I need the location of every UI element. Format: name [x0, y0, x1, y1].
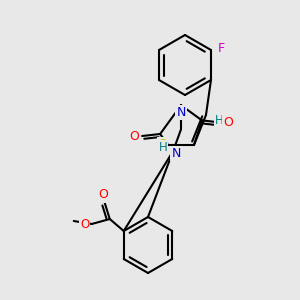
- Text: O: O: [129, 130, 139, 142]
- Text: O: O: [80, 218, 89, 232]
- Text: F: F: [218, 41, 224, 55]
- Text: O: O: [98, 188, 108, 202]
- Text: H: H: [214, 113, 224, 127]
- Text: N: N: [171, 147, 181, 160]
- Text: N: N: [176, 106, 186, 119]
- Text: H: H: [159, 141, 167, 154]
- Text: O: O: [223, 116, 233, 129]
- Text: S: S: [158, 137, 166, 151]
